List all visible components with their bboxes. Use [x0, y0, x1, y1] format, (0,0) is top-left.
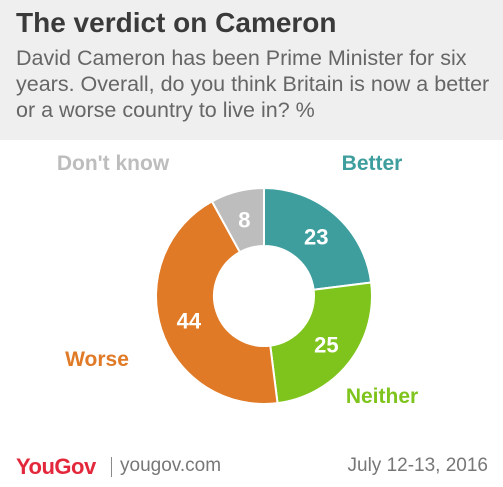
website-label: yougov.com [120, 455, 222, 476]
category-label-worse: Worse [65, 348, 129, 371]
category-label-better: Better [342, 152, 403, 175]
value-label-don-t-know: 8 [238, 207, 250, 232]
chart-title: The verdict on Cameron [16, 7, 337, 38]
category-label-neither: Neither [346, 385, 418, 408]
slice-don-t-know [210, 186, 265, 254]
survey-date: July 12-13, 2016 [347, 455, 489, 476]
slice-worse [155, 199, 279, 405]
footer-divider [111, 457, 112, 477]
value-label-neither: 25 [314, 332, 338, 357]
slice-neither [269, 281, 373, 405]
header-panel: The verdict on Cameron David Cameron has… [0, 0, 503, 140]
yougov-logo: YouGov [16, 454, 96, 479]
donut-chart: 23 Better 25 Neither 44 Worse 8 Don't know [57, 152, 418, 408]
category-label-don-t-know: Don't know [57, 152, 170, 175]
value-label-better: 23 [304, 225, 328, 250]
slice-better [263, 186, 373, 291]
footer: YouGov yougov.com July 12-13, 2016 [16, 454, 488, 480]
value-label-worse: 44 [177, 308, 202, 333]
chart-subtitle: David Cameron has been Prime Minister fo… [16, 46, 490, 122]
